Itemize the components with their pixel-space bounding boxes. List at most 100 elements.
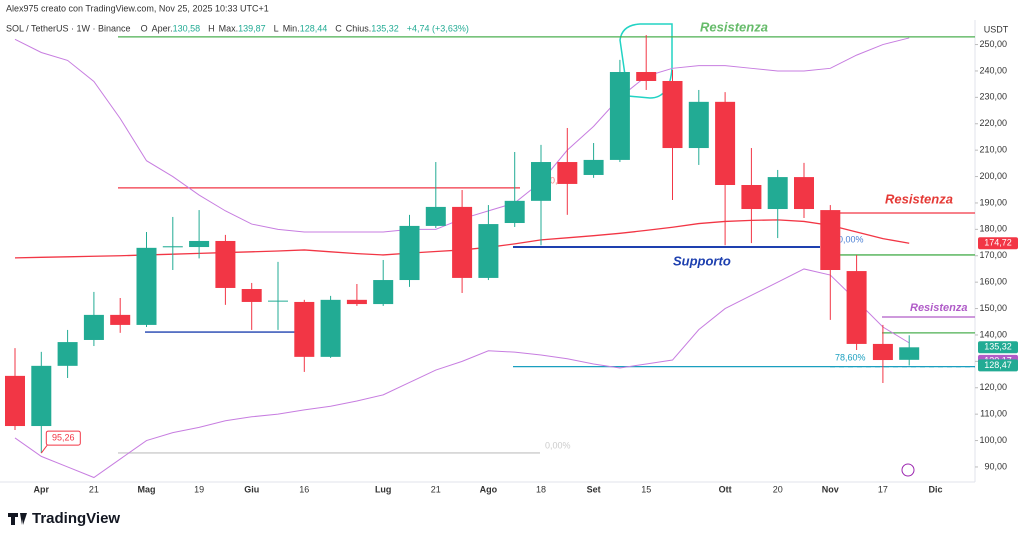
y-tick-label: 190,00	[979, 197, 1007, 207]
x-tick-label: 21	[89, 484, 99, 494]
candle-body	[162, 246, 183, 248]
annotation: Supporto	[673, 253, 731, 268]
candle-body	[452, 206, 473, 278]
x-tick-label: 17	[878, 484, 888, 494]
candle-body	[346, 299, 367, 305]
ohlc-key: C	[335, 23, 342, 33]
x-tick-label: Nov	[822, 484, 839, 494]
ohlc-key: L	[274, 23, 279, 33]
candle-body	[5, 375, 25, 427]
x-tick-label: Ago	[480, 484, 498, 494]
x-tick-label: Giu	[244, 484, 259, 494]
candle-body	[767, 177, 788, 210]
y-tick-label: 150,00	[979, 303, 1007, 313]
x-tick-label: Dic	[928, 484, 942, 494]
ohlc-key: H	[208, 23, 215, 33]
y-tick-label: 90,00	[984, 461, 1007, 471]
x-tick-label: 19	[194, 484, 204, 494]
price-tag	[978, 237, 1018, 250]
x-tick-label: Mag	[138, 484, 156, 494]
y-tick-label: 240,00	[979, 65, 1007, 75]
annotation: Resistenza	[910, 302, 967, 314]
ohlc-value: 135,32	[371, 23, 399, 33]
y-tick-label: 140,00	[979, 329, 1007, 339]
y-tick-label: 120,00	[979, 382, 1007, 392]
candle-body	[715, 101, 736, 185]
ohlc-label: Chius.	[346, 23, 372, 33]
candle-body	[57, 342, 78, 366]
ohlc-value: 130,58	[173, 23, 201, 33]
x-tick-label: Apr	[34, 484, 50, 494]
y-tick-label: 170,00	[979, 250, 1007, 260]
candle-body	[215, 240, 236, 288]
y-tick-label: 160,00	[979, 277, 1007, 287]
candle-body	[268, 300, 288, 302]
candle-body	[320, 299, 341, 357]
candle-body	[609, 72, 630, 160]
annotation: Resistenza	[885, 191, 953, 206]
price-tag	[978, 341, 1018, 354]
candle-body	[846, 271, 867, 344]
fib-label: 78,60%	[835, 352, 866, 362]
x-tick-label: Ott	[719, 484, 732, 494]
brand: TradingView	[32, 510, 120, 527]
brand-logo	[8, 513, 27, 525]
candle-body	[636, 72, 657, 81]
candle-body	[504, 200, 525, 224]
candle-body	[373, 280, 394, 305]
x-tick-label: Set	[587, 484, 601, 494]
candle-body	[136, 247, 157, 325]
candle-body	[583, 159, 604, 175]
fib-label: 0,00%	[838, 234, 864, 244]
x-tick-label: 16	[299, 484, 309, 494]
candle-body	[83, 314, 104, 340]
ohlc-key: O	[141, 23, 148, 33]
candle-body	[688, 101, 709, 149]
symbol: SOL / TetherUS · 1W · Binance	[6, 23, 131, 33]
y-tick-label: 100,00	[979, 435, 1007, 445]
low-marker-box	[45, 430, 81, 446]
price-tag-label: 135,32	[984, 342, 1012, 352]
y-tick-label: 200,00	[979, 171, 1007, 181]
y-tick-label: 180,00	[979, 224, 1007, 234]
ohlc-value: 139,87	[238, 23, 266, 33]
y-tick-label: 220,00	[979, 118, 1007, 128]
low-marker-pointer	[40, 444, 48, 454]
x-tick-label: Lug	[375, 484, 392, 494]
low-marker-label: 95,26	[52, 432, 75, 442]
candle-body	[872, 343, 893, 361]
flash-icon	[901, 463, 915, 477]
x-tick-label: 18	[536, 484, 546, 494]
ohlc-label: Min.	[283, 23, 300, 33]
ohlc-label: Max.	[219, 23, 239, 33]
x-tick-label: 20	[773, 484, 783, 494]
fib-label: 0,00%	[545, 440, 571, 450]
y-tick-label: 250,00	[979, 39, 1007, 49]
x-tick-label: 21	[431, 484, 441, 494]
price-tag	[978, 359, 1018, 372]
candle-body	[478, 224, 499, 278]
y-tick-label: 210,00	[979, 145, 1007, 155]
candle-body	[189, 240, 210, 248]
candle-body	[662, 80, 683, 149]
price-tag-label: 174,72	[984, 238, 1012, 248]
candle-body	[241, 289, 262, 302]
y-tick-label: 230,00	[979, 92, 1007, 102]
indicator-line	[14, 268, 910, 479]
annotation: Resistenza	[700, 19, 768, 34]
candle-body	[899, 347, 920, 360]
y-tick-label: 110,00	[980, 409, 1007, 419]
candle-body	[425, 206, 446, 226]
candle-body	[531, 162, 551, 201]
candle-body	[399, 225, 420, 281]
currency: USDT	[984, 24, 1009, 34]
candle-body	[820, 210, 841, 271]
candle-body	[557, 162, 578, 184]
candle-body	[794, 177, 814, 210]
candle-body	[294, 301, 315, 357]
ohlc-value: 128,44	[300, 23, 328, 33]
candle-body	[31, 365, 52, 427]
ohlc-label: Aper.	[152, 23, 173, 33]
